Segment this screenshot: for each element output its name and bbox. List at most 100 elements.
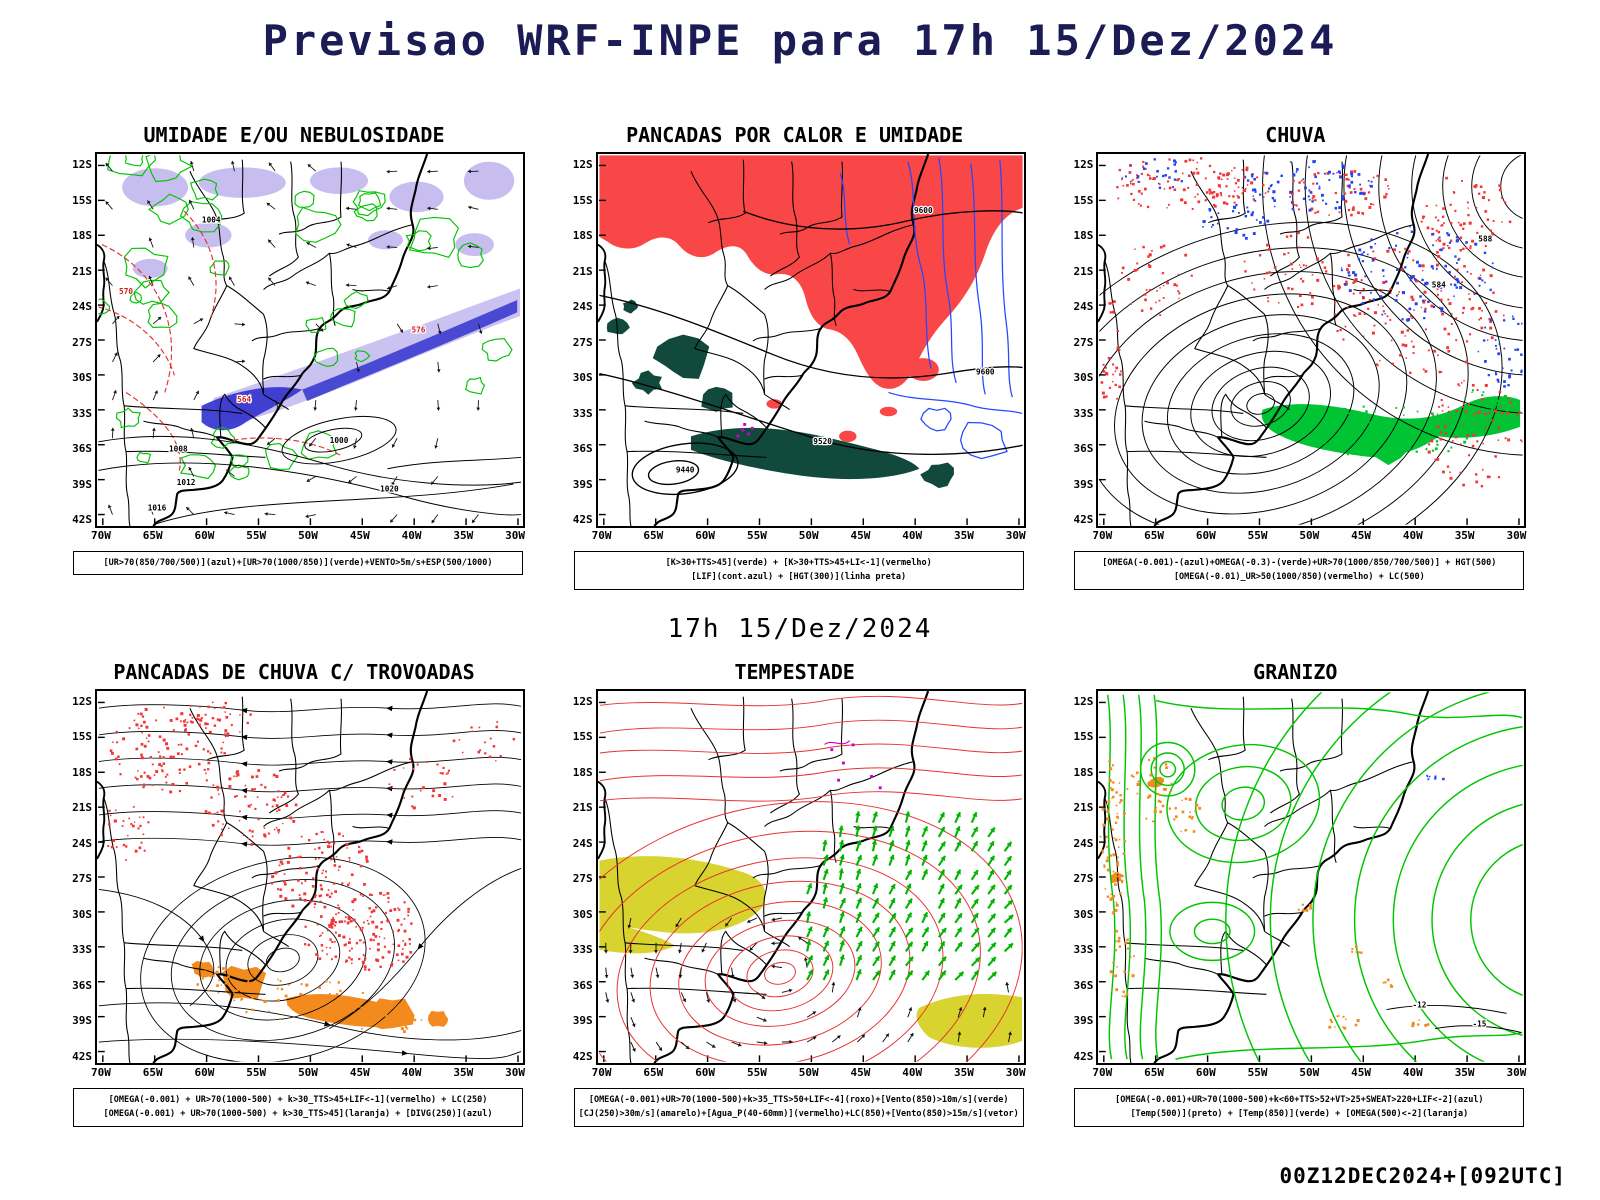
lat-tick-label: 30S (72, 371, 92, 384)
lat-tick-label: 21S (72, 264, 92, 278)
panel-title: PANCADAS POR CALOR E UMIDADE (626, 123, 964, 147)
latitude-axis: 12S 15S 18S 21S 24S 27S 30S 33S 36S 39S 42S (1062, 152, 1096, 528)
caption-line-2: [Temp(500)](preto) + [Temp(850)](verde) … (1130, 1109, 1469, 1120)
lon-tick-label: 50W (1299, 1065, 1320, 1079)
lon-tick-label: 30W (1005, 1065, 1026, 1079)
lat-tick-label: 15S (72, 193, 92, 207)
lat-tick-label: 18S (1073, 765, 1094, 779)
lat-tick-label: 24S (572, 300, 593, 313)
lat-tick-label: 36S (1073, 442, 1094, 455)
panel-chuva: CHUVA 12S 15S 18S 21S 24S 27S 30S 33S 36S 39S 42S … (1062, 123, 1528, 590)
longitude-axis: 70W 65W 60W 55W 50W 45W 40W 35W 30W (91, 528, 525, 542)
lon-tick-label: 65W (1144, 1065, 1164, 1079)
lat-tick-label: 21S (1073, 264, 1094, 278)
lat-tick-label: 12S (572, 158, 593, 171)
panel-title: UMIDADE E/OU NEBULOSIDADE (143, 123, 445, 147)
longitude-axis: 70W 65W 60W 55W 50W 45W 40W 35W 30W (1092, 1065, 1526, 1079)
longitude-axis: 70W 65W 60W 55W 50W 45W 40W 35W 30W (1092, 528, 1526, 542)
lon-tick-label: 35W (453, 1065, 474, 1079)
lat-tick-label: 27S (1073, 335, 1094, 349)
svg-text:584: 584 (1432, 281, 1446, 290)
lon-tick-label: 35W (954, 1065, 974, 1079)
lon-tick-label: 60W (1195, 529, 1216, 542)
lon-tick-label: 55W (246, 1065, 267, 1079)
lat-tick-label: 30S (72, 907, 92, 921)
lat-tick-label: 15S (572, 730, 593, 744)
panel-granizo: GRANIZO 12S 15S 18S 21S 24S 27S 30S 33S 36S 39S 42… (1062, 660, 1528, 1127)
lon-tick-label: 65W (142, 1065, 163, 1079)
svg-text:1008: 1008 (169, 445, 188, 454)
lat-tick-label: 27S (572, 335, 593, 349)
lat-tick-label: 36S (1073, 978, 1094, 992)
lat-tick-label: 12S (572, 694, 593, 708)
lat-tick-label: 18S (1073, 229, 1094, 242)
lat-tick-label: 33S (1073, 406, 1094, 420)
lon-tick-label: 70W (91, 529, 111, 542)
lon-tick-label: 55W (246, 529, 267, 542)
map-frame: 9600 9600 9520 9440 (595, 152, 1026, 528)
map-contour-layer: 9600 9600 9520 9440 (599, 157, 1023, 496)
lat-tick-label: 15S (72, 730, 92, 744)
lon-tick-label: 40W (902, 529, 923, 542)
weather-map-umidade: 1000 1004 1008 1012 1016 1020 564 570 576 (97, 154, 522, 526)
lat-tick-label: 15S (1073, 193, 1094, 207)
map-frame (595, 688, 1026, 1065)
caption-line-1: [K>30+TTS>45](verde) + [K>30+TTS>45+LI<-… (665, 558, 932, 568)
legend-caption: [K>30+TTS>45](verde) + [K>30+TTS>45+LI<-… (573, 551, 1024, 590)
panels-grid: UMIDADE E/OU NEBULOSIDADE 12S 15S 18S 21S 24… (61, 123, 1539, 1127)
lon-tick-label: 70W (591, 529, 612, 542)
caption-line-1: [OMEGA(-0.001) + UR>70(1000-500) + k>30_… (108, 1094, 488, 1105)
svg-text:9440: 9440 (675, 466, 694, 475)
lon-tick-label: 35W (954, 529, 974, 542)
svg-text:9600: 9600 (976, 367, 995, 376)
map-contour-layer: -12 -15 (1099, 692, 1523, 1062)
lat-tick-label: 12S (1073, 694, 1094, 708)
lon-tick-label: 40W (902, 1065, 923, 1079)
lon-tick-label: 70W (1092, 529, 1113, 542)
lon-tick-label: 70W (91, 1065, 111, 1079)
legend-caption: [UR>70(850/700/500)](azul)+[UR>70(1000/8… (73, 551, 523, 576)
map-contour-layer: 1000 1004 1008 1012 1016 1020 564 570 576 (98, 155, 522, 525)
panel-pancadas-calor-umidade: PANCADAS POR CALOR E UMIDADE 12S 15S 18S 21… (562, 123, 1028, 590)
legend-caption: [OMEGA(-0.001) + UR>70(1000-500) + k>30_… (73, 1087, 523, 1127)
lat-tick-label: 33S (572, 943, 593, 957)
map-frame: -12 -15 (1096, 688, 1527, 1065)
longitude-axis: 70W 65W 60W 55W 50W 45W 40W 35W 30W (592, 528, 1026, 542)
lat-tick-label: 42S (72, 1049, 92, 1063)
lon-tick-label: 65W (142, 529, 163, 542)
weather-map-pancadas-calor: 9600 9600 9520 9440 (597, 154, 1023, 526)
lon-tick-label: 30W (505, 529, 525, 542)
map-contour-layer: 588 584 (1099, 155, 1523, 525)
lat-tick-label: 18S (72, 765, 92, 779)
caption-line-1: [OMEGA(-0.001)-(azul)+OMEGA(-0.3)-(verde… (1102, 558, 1497, 568)
lat-tick-label: 30S (1073, 907, 1094, 921)
lon-tick-label: 45W (850, 1065, 871, 1079)
panel-pancadas-trovoadas: PANCADAS DE CHUVA C/ TROVOADAS 12S 15S 18S… (61, 660, 527, 1127)
lon-tick-label: 40W (401, 1065, 422, 1079)
lon-tick-label: 60W (194, 1065, 215, 1079)
lat-tick-label: 12S (72, 158, 92, 171)
map-frame (95, 688, 525, 1065)
lon-tick-label: 35W (1454, 1065, 1475, 1079)
lon-tick-label: 60W (194, 529, 215, 542)
page-title: Previsao WRF-INPE para 17h 15/Dez/2024 (262, 16, 1338, 65)
lat-tick-label: 30S (572, 907, 593, 921)
panel-title: TEMPESTADE (734, 659, 855, 684)
map-fill-layer (122, 161, 521, 431)
lon-tick-label: 50W (298, 1065, 318, 1079)
lon-tick-label: 45W (1351, 529, 1372, 542)
lat-tick-label: 39S (572, 1014, 593, 1028)
weather-map-tempestade (597, 690, 1023, 1063)
lat-tick-label: 42S (572, 1049, 593, 1063)
svg-text:570: 570 (119, 287, 133, 296)
lon-tick-label: 40W (401, 529, 422, 542)
panel-title: GRANIZO (1253, 659, 1338, 684)
caption-line-2: [CJ(250)>30m/s](amarelo)+[Agua_P(40-60mm… (578, 1109, 1019, 1120)
lat-tick-label: 42S (72, 513, 92, 526)
caption-line-2: [OMEGA(-0.01)_UR>50(1000/850)(vermelho) … (1173, 572, 1425, 583)
lat-tick-label: 27S (72, 872, 92, 886)
svg-text:1020: 1020 (380, 485, 399, 494)
lon-tick-label: 60W (695, 1065, 716, 1079)
lat-tick-label: 33S (572, 406, 593, 420)
lat-tick-label: 24S (1073, 300, 1094, 313)
